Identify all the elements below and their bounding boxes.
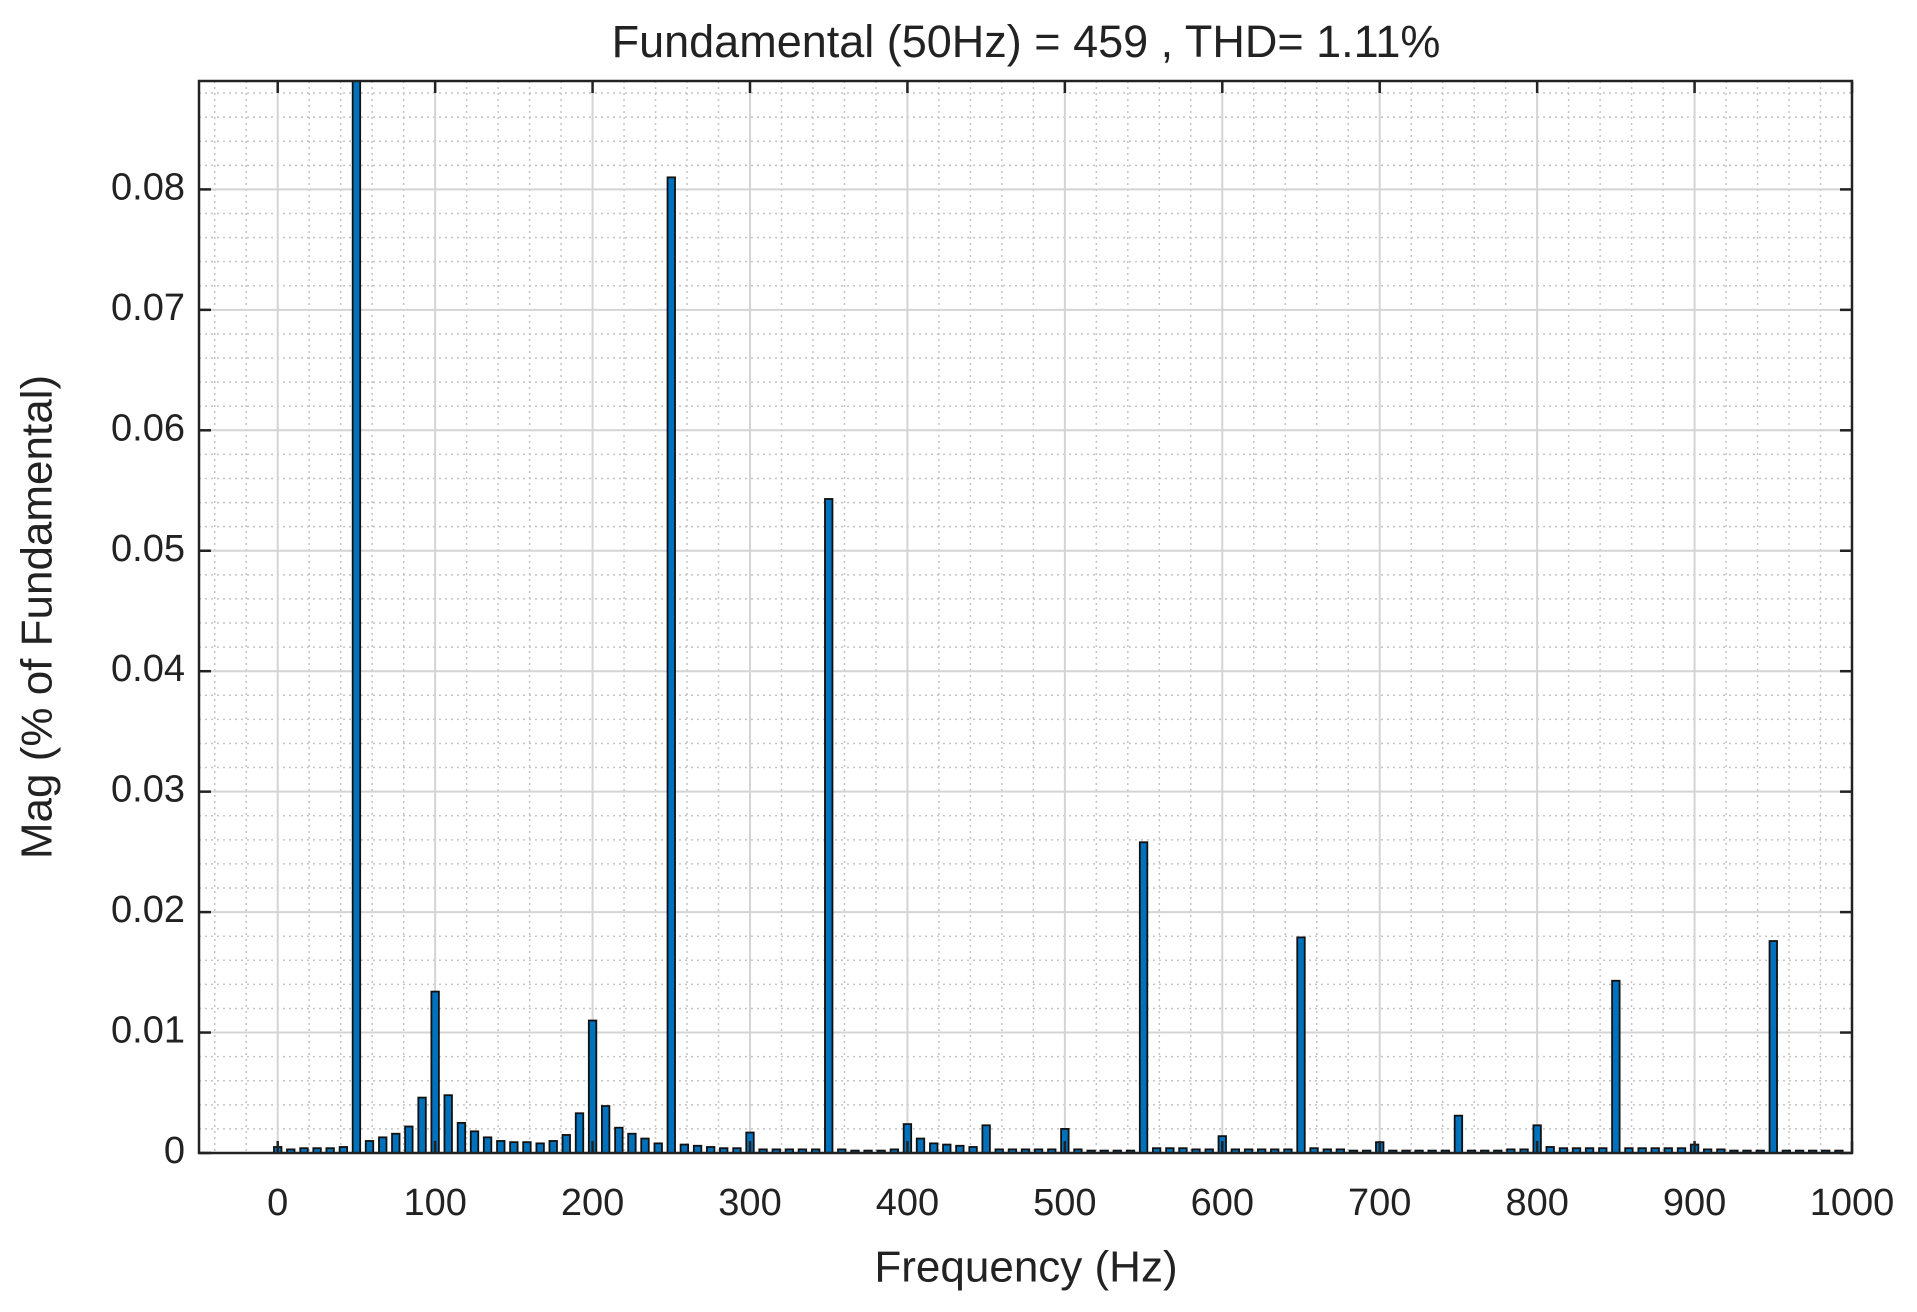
bar xyxy=(679,1143,690,1153)
bar xyxy=(404,1125,414,1153)
axes: 0 100 200 300 400 500 600 700 800 900 1000 0 0.01 0.0… xyxy=(111,79,1895,1224)
x-tick-label: 300 xyxy=(718,1182,781,1224)
chart-title: Fundamental (50Hz) = 459 , THD= 1.11% xyxy=(612,16,1441,67)
bar xyxy=(600,1105,611,1153)
y-tick-label: 0.08 xyxy=(111,166,185,208)
x-tick-label: 600 xyxy=(1191,1182,1254,1224)
bar xyxy=(587,1019,598,1153)
bar xyxy=(614,1126,624,1153)
bar xyxy=(482,1136,493,1153)
bar xyxy=(955,1144,965,1153)
axes-box xyxy=(197,79,1854,1155)
bar xyxy=(561,1134,571,1153)
bar xyxy=(469,1130,480,1153)
bar xyxy=(692,1144,703,1153)
bar xyxy=(338,1146,349,1153)
bar xyxy=(364,1140,375,1153)
bar xyxy=(417,1096,427,1153)
bar xyxy=(824,498,834,1153)
y-tick-label: 0.05 xyxy=(111,528,185,570)
x-tick-label: 900 xyxy=(1663,1182,1726,1224)
y-tick-label: 0.01 xyxy=(111,1010,185,1052)
bar xyxy=(915,1137,926,1153)
x-tick-label: 0 xyxy=(267,1182,288,1224)
bar xyxy=(535,1142,545,1153)
bar xyxy=(902,1123,913,1153)
bar xyxy=(627,1132,637,1153)
bar xyxy=(1138,841,1149,1153)
x-tick-label: 200 xyxy=(561,1182,624,1224)
bar xyxy=(391,1132,401,1153)
bar xyxy=(1611,979,1621,1153)
bar xyxy=(548,1140,558,1153)
bar xyxy=(1768,940,1778,1153)
bar xyxy=(522,1141,532,1153)
x-tick-label: 800 xyxy=(1505,1182,1568,1224)
bar xyxy=(942,1143,952,1153)
bar xyxy=(1060,1128,1070,1153)
bar xyxy=(653,1142,663,1153)
x-tick-label: 500 xyxy=(1033,1182,1096,1224)
bar xyxy=(1545,1146,1555,1153)
y-axis-label: Mag (% of Fundamental) xyxy=(13,375,62,859)
bar xyxy=(968,1146,978,1153)
x-axis-label: Frequency (Hz) xyxy=(874,1243,1177,1292)
bar xyxy=(509,1141,519,1153)
x-tick-label: 700 xyxy=(1348,1182,1411,1224)
y-tick-label: 0.07 xyxy=(111,287,185,329)
bar xyxy=(929,1142,939,1153)
x-tick-label: 1000 xyxy=(1810,1182,1895,1224)
y-tick-label: 0.03 xyxy=(111,769,185,811)
bar xyxy=(496,1140,506,1153)
bar xyxy=(351,81,362,1153)
bar xyxy=(640,1137,650,1153)
bar xyxy=(1296,936,1306,1153)
bar xyxy=(1532,1124,1542,1153)
y-tick-label: 0.06 xyxy=(111,407,185,449)
bar xyxy=(666,176,676,1153)
plot-area xyxy=(199,81,1852,1153)
y-tick-label: 0.04 xyxy=(111,648,185,690)
x-tick-label: 400 xyxy=(876,1182,939,1224)
x-tick-label: 100 xyxy=(403,1182,466,1224)
bar xyxy=(981,1124,991,1153)
bar xyxy=(443,1094,453,1153)
bar xyxy=(574,1112,585,1153)
bar xyxy=(430,990,440,1153)
bar xyxy=(378,1136,388,1153)
bar xyxy=(456,1121,467,1153)
bar xyxy=(705,1146,716,1153)
y-tick-label: 0.02 xyxy=(111,889,185,931)
y-tick-label: 0 xyxy=(164,1130,185,1172)
bar xyxy=(1453,1114,1464,1153)
